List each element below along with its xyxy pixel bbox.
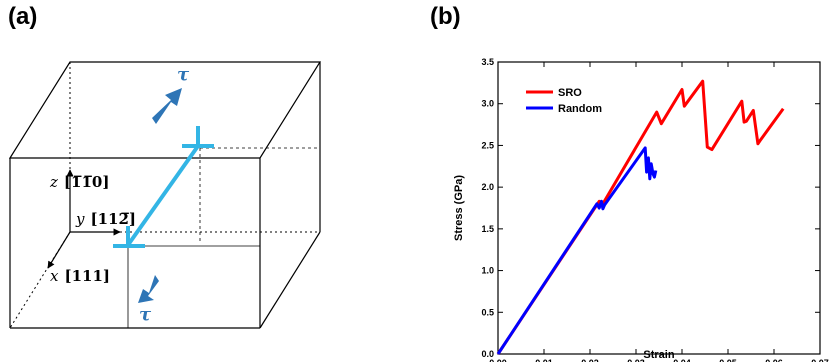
dislocation	[113, 126, 214, 246]
x-tick-label: 0.03	[627, 358, 645, 362]
y-axis-title: Stress (GPa)	[453, 175, 465, 241]
slip-plane-guides	[128, 148, 318, 328]
x-tick-label: 0.06	[765, 358, 783, 362]
panel-a-label: (a)	[8, 3, 37, 30]
series-lines	[498, 81, 783, 354]
x-axis-arrow	[48, 232, 70, 268]
y-tick-label: 1.0	[481, 266, 494, 276]
panel-b: (b) 0.00.51.01.52.02.53.03.5 0.000.010.0…	[430, 3, 829, 362]
z-axis-label: z [1̅1̅0]	[49, 173, 109, 191]
x-tick-label: 0.01	[535, 358, 553, 362]
stress-strain-chart: 0.00.51.01.52.02.53.03.5 0.000.010.020.0…	[453, 57, 829, 362]
dislocation-line	[128, 146, 198, 245]
x-tick-label: 0.02	[581, 358, 599, 362]
y-tick-label: 3.5	[481, 57, 494, 67]
panel-a: (a) z [1̅1̅0]	[8, 3, 320, 328]
legend-label-sro: SRO	[558, 87, 582, 99]
x-tick-label: 0.07	[811, 358, 829, 362]
y-tick-label: 0.5	[481, 307, 494, 317]
shear-arrow-down	[138, 275, 159, 303]
x-tick-label: 0.00	[489, 358, 507, 362]
y-tick-label: 1.5	[481, 224, 494, 234]
series-line-random	[498, 148, 656, 354]
x-tick-label: 0.04	[673, 358, 691, 362]
y-tick-label: 2.0	[481, 182, 494, 192]
legend: SRO Random	[526, 87, 602, 115]
legend-label-random: Random	[558, 103, 602, 115]
series-line-sro	[498, 81, 783, 354]
y-tick-label: 3.0	[481, 99, 494, 109]
plot-frame	[498, 62, 820, 354]
box-bottom-right-edge	[260, 232, 320, 328]
shear-arrow-up	[152, 88, 182, 124]
y-ticks: 0.00.51.01.52.02.53.03.5	[481, 57, 820, 359]
x-axis-title: Strain	[643, 349, 674, 361]
tau-top-label: τ	[177, 64, 190, 85]
tau-bottom-label: τ	[139, 304, 152, 325]
y-tick-label: 2.5	[481, 140, 494, 150]
y-axis-label: y [112̅]	[75, 210, 136, 228]
x-axis-label: x [111]	[50, 267, 110, 285]
panel-b-label: (b)	[430, 3, 461, 30]
x-tick-label: 0.05	[719, 358, 737, 362]
